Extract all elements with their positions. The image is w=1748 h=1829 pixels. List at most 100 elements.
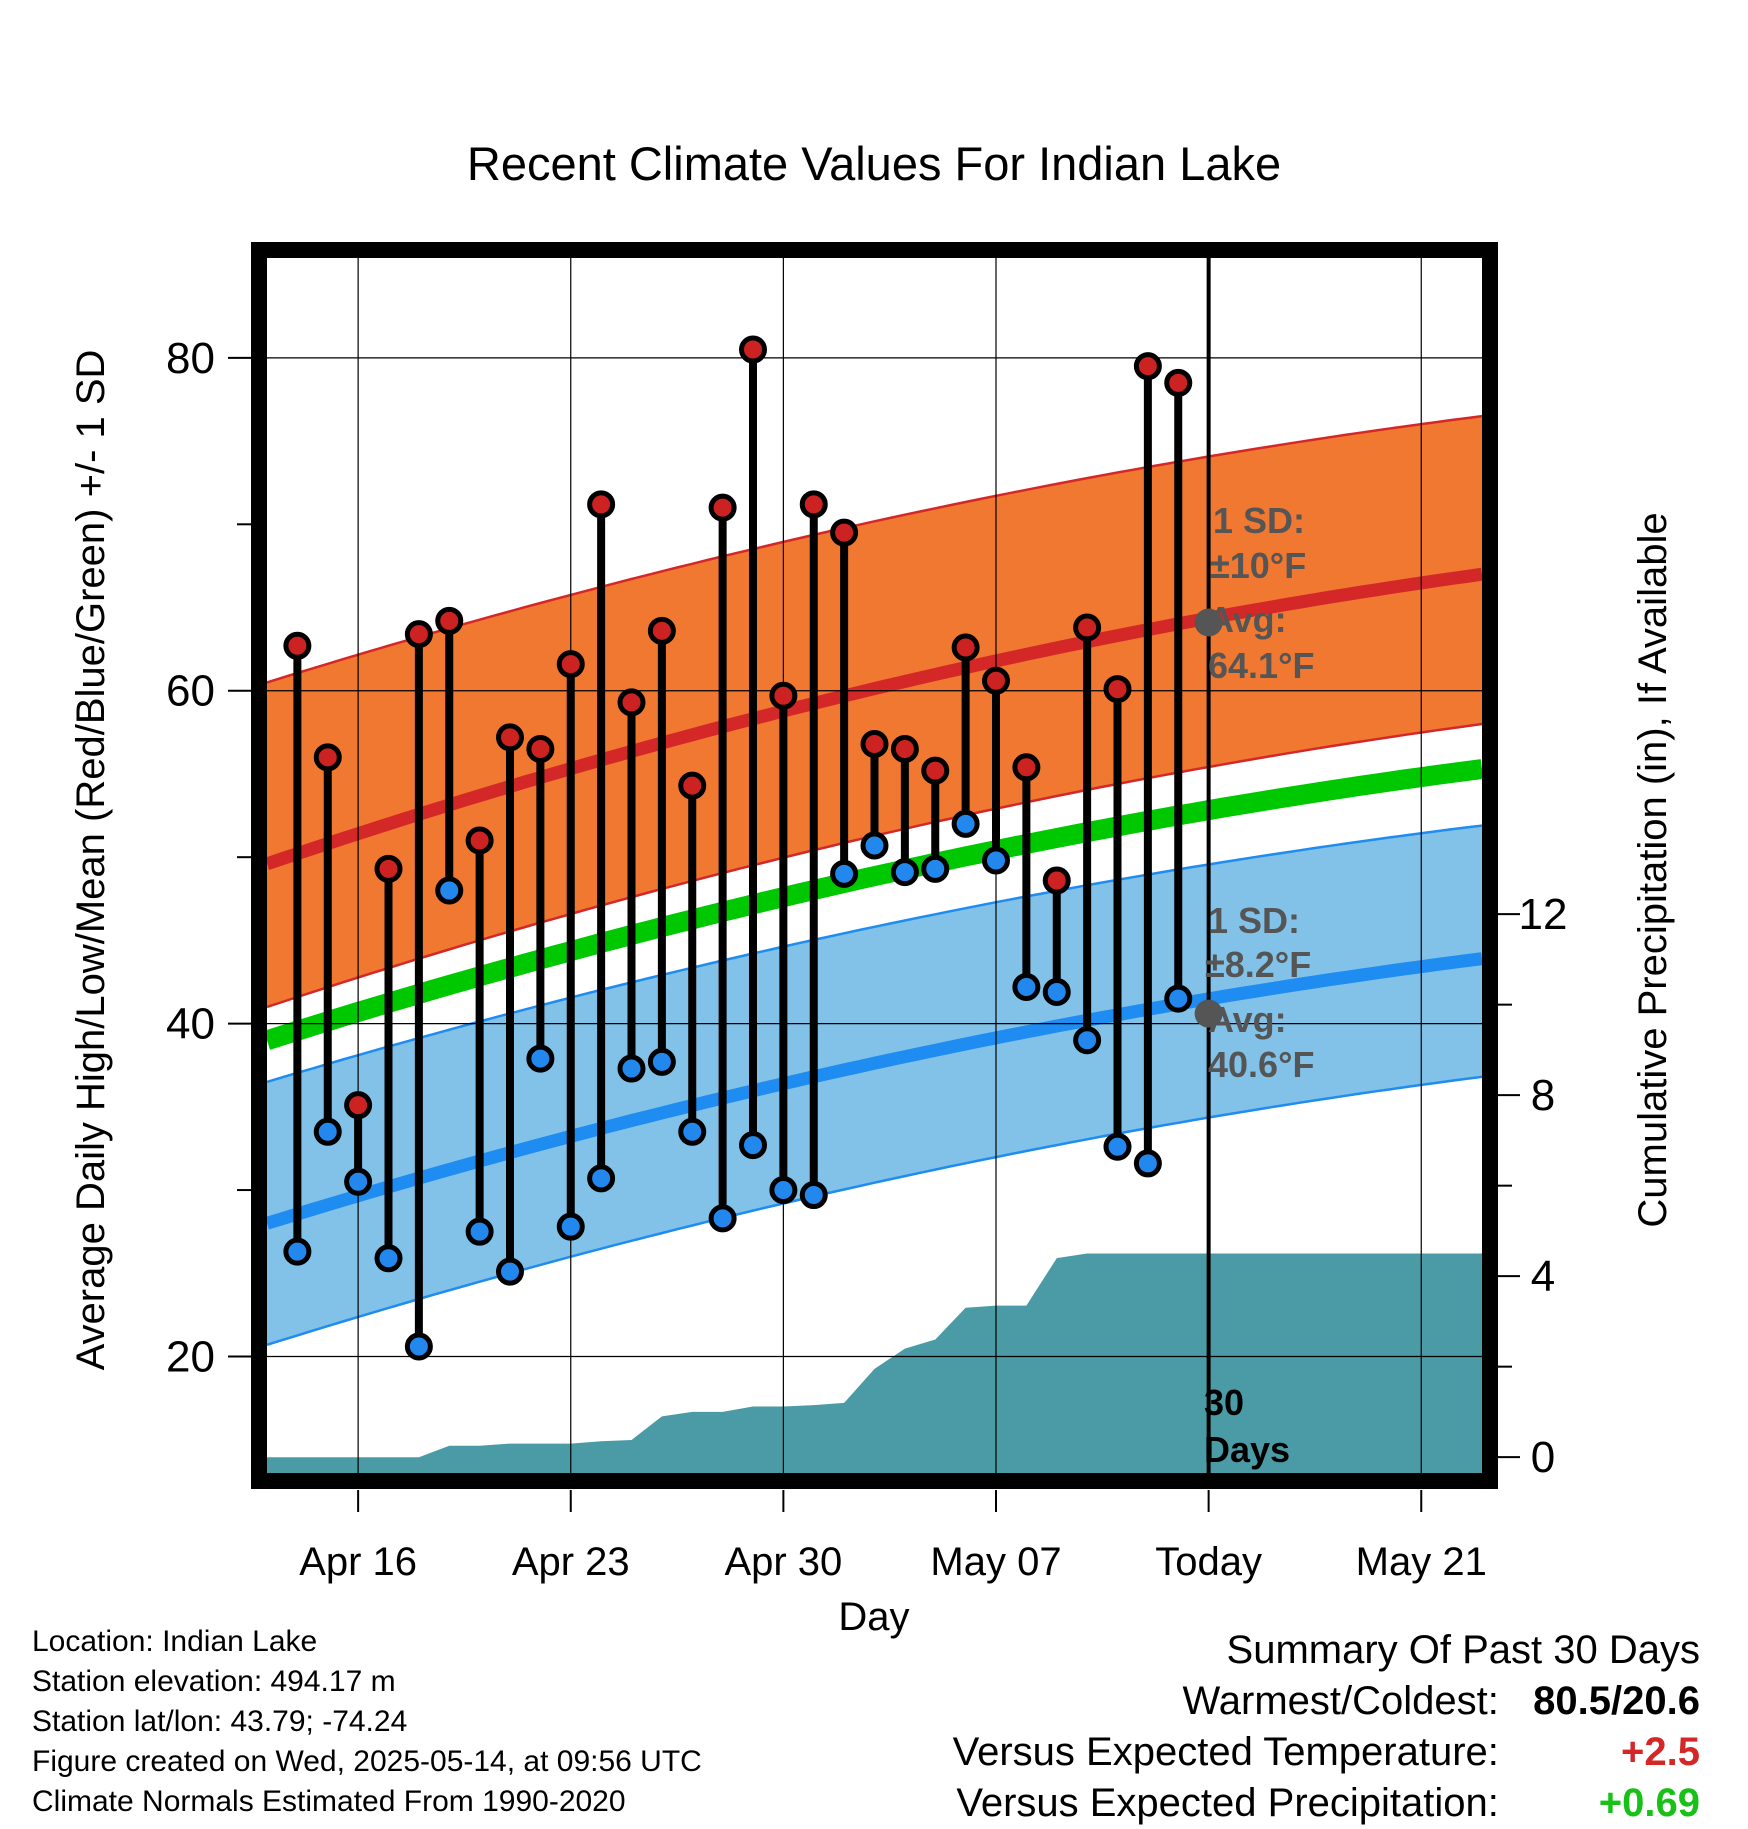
- observed-high-point-1: [313, 743, 342, 772]
- low-sd-band-upper-edge: [267, 824, 1482, 1084]
- observed-low-point-26: [1073, 1026, 1102, 1055]
- observed-high-point-9: [556, 650, 585, 679]
- axes: Apr 16 Apr 23 Apr 30 May 07 Today May 2120406…: [166, 334, 1567, 1584]
- y-left-tick-label-2: 60: [166, 667, 215, 716]
- x-tick-label-2: Apr 30: [724, 1540, 842, 1584]
- y-right-tick-label-3: 12: [1519, 890, 1568, 939]
- observed-high-point-26: [1073, 613, 1102, 642]
- observed-low-point-9: [556, 1212, 585, 1241]
- y-right-tick-label-1: 4: [1531, 1252, 1555, 1301]
- mean-normal-line: [267, 759, 1482, 1050]
- x-tick-label-4: Today: [1155, 1540, 1262, 1584]
- observed-high-point-16: [769, 681, 798, 710]
- observed-high-point-6: [465, 826, 494, 855]
- summary-title: Summary Of Past 30 Days: [1226, 1628, 1700, 1672]
- observed-low-point-14: [708, 1204, 737, 1233]
- days-unit-label: Days: [1204, 1429, 1290, 1470]
- high-sd-band-upper-edge: [267, 414, 1482, 684]
- high-normal-line: [267, 567, 1482, 870]
- warm-cold-label: Warmest/Coldest:: [1182, 1679, 1499, 1723]
- y-right-tick-label-2: 8: [1531, 1071, 1555, 1120]
- y-axis-right-label: Cumulative Precipitation (in), If Availa…: [1631, 512, 1675, 1227]
- observations: [283, 335, 1193, 1361]
- observed-high-point-7: [496, 723, 524, 752]
- observed-low-point-16: [769, 1176, 798, 1205]
- plot-frame: [251, 242, 1498, 1489]
- observed-high-point-0: [283, 631, 312, 660]
- observed-low-point-24: [1012, 973, 1041, 1001]
- precip-label: Versus Expected Precipitation:: [956, 1781, 1499, 1825]
- observed-high-point-11: [617, 688, 646, 717]
- observed-low-point-21: [921, 854, 950, 883]
- observed-high-point-24: [1012, 753, 1041, 782]
- observed-high-point-22: [951, 633, 980, 662]
- high-avg-label: Avg:: [1208, 599, 1287, 640]
- warm-cold-value: 80.5/20.6: [1533, 1679, 1700, 1723]
- observed-high-point-25: [1042, 866, 1071, 895]
- observed-low-point-15: [739, 1131, 767, 1160]
- observed-high-point-4: [404, 620, 433, 649]
- observed-low-point-27: [1103, 1132, 1132, 1161]
- latlon-text: Station lat/lon: 43.79; -74.24: [32, 1705, 408, 1738]
- observed-low-point-8: [526, 1044, 555, 1073]
- observed-high-point-19: [860, 730, 889, 758]
- high-avg-value: 64.1°F: [1208, 645, 1314, 686]
- days-count-label: 30: [1204, 1382, 1244, 1423]
- y-right-tick-label-0: 0: [1531, 1433, 1555, 1482]
- observed-high-point-18: [830, 518, 859, 547]
- observed-high-point-8: [526, 734, 555, 763]
- chart-title: Recent Climate Values For Indian Lake: [467, 137, 1281, 190]
- x-tick-label-0: Apr 16: [299, 1540, 417, 1584]
- location-text: Location: Indian Lake: [32, 1625, 318, 1658]
- y-left-tick-label-0: 20: [166, 1332, 215, 1381]
- summary-precipitation: Versus Expected Precipitation: +0.69: [953, 1778, 1700, 1829]
- observed-low-point-2: [344, 1167, 373, 1196]
- temp-value: +2.5: [1621, 1730, 1700, 1774]
- observed-high-point-27: [1103, 675, 1132, 704]
- observed-low-point-5: [435, 876, 464, 905]
- precipitation-area: [267, 1253, 1482, 1473]
- low-sd-value: ±8.2°F: [1205, 944, 1311, 985]
- observed-low-point-12: [647, 1047, 676, 1076]
- observed-low-point-11: [617, 1054, 646, 1083]
- low-normal-line: [267, 952, 1482, 1230]
- station-info: Location: Indian Lake Station elevation:…: [32, 1622, 702, 1822]
- observed-low-point-23: [982, 846, 1010, 875]
- observed-low-point-3: [374, 1244, 403, 1273]
- precip-value: +0.69: [1598, 1781, 1700, 1825]
- x-tick-label-1: Apr 23: [512, 1540, 630, 1584]
- observed-high-point-2: [344, 1091, 373, 1120]
- observed-high-point-3: [374, 854, 403, 883]
- low-sd-band-lower-edge: [267, 1075, 1482, 1346]
- observed-low-point-19: [860, 831, 889, 860]
- observed-low-point-29: [1164, 984, 1193, 1013]
- x-tick-label-3: May 07: [930, 1540, 1061, 1584]
- observed-low-point-18: [830, 859, 859, 888]
- low-avg-value: 40.6°F: [1208, 1044, 1314, 1085]
- low-avg-label: Avg:: [1208, 999, 1287, 1040]
- observed-high-point-20: [890, 734, 919, 763]
- temp-label: Versus Expected Temperature:: [952, 1730, 1499, 1774]
- today-low-avg-marker: [1194, 999, 1223, 1028]
- observed-low-point-7: [496, 1257, 524, 1286]
- observed-high-point-13: [678, 771, 707, 800]
- high-sd-label: 1 SD:: [1213, 500, 1305, 541]
- x-tick-label-5: May 21: [1356, 1540, 1487, 1584]
- observed-low-point-6: [465, 1217, 494, 1246]
- y-left-tick-label-1: 40: [166, 1000, 215, 1049]
- observed-low-point-13: [678, 1117, 707, 1146]
- observed-high-point-14: [708, 493, 737, 522]
- observed-high-point-10: [587, 490, 616, 519]
- created-text: Figure created on Wed, 2025-05-14, at 09…: [32, 1745, 702, 1778]
- high-sd-value: ±10°F: [1210, 545, 1306, 586]
- y-axis-left-label: Average Daily High/Low/Mean (Red/Blue/Gr…: [69, 350, 113, 1371]
- observed-low-point-4: [404, 1332, 433, 1361]
- observed-high-point-23: [982, 666, 1010, 695]
- observed-high-point-12: [647, 616, 676, 645]
- summary-panel: Summary Of Past 30 Days Warmest/Coldest:…: [953, 1625, 1700, 1829]
- observed-low-point-22: [951, 809, 980, 838]
- observed-high-point-17: [799, 490, 828, 519]
- observed-low-point-0: [283, 1237, 312, 1266]
